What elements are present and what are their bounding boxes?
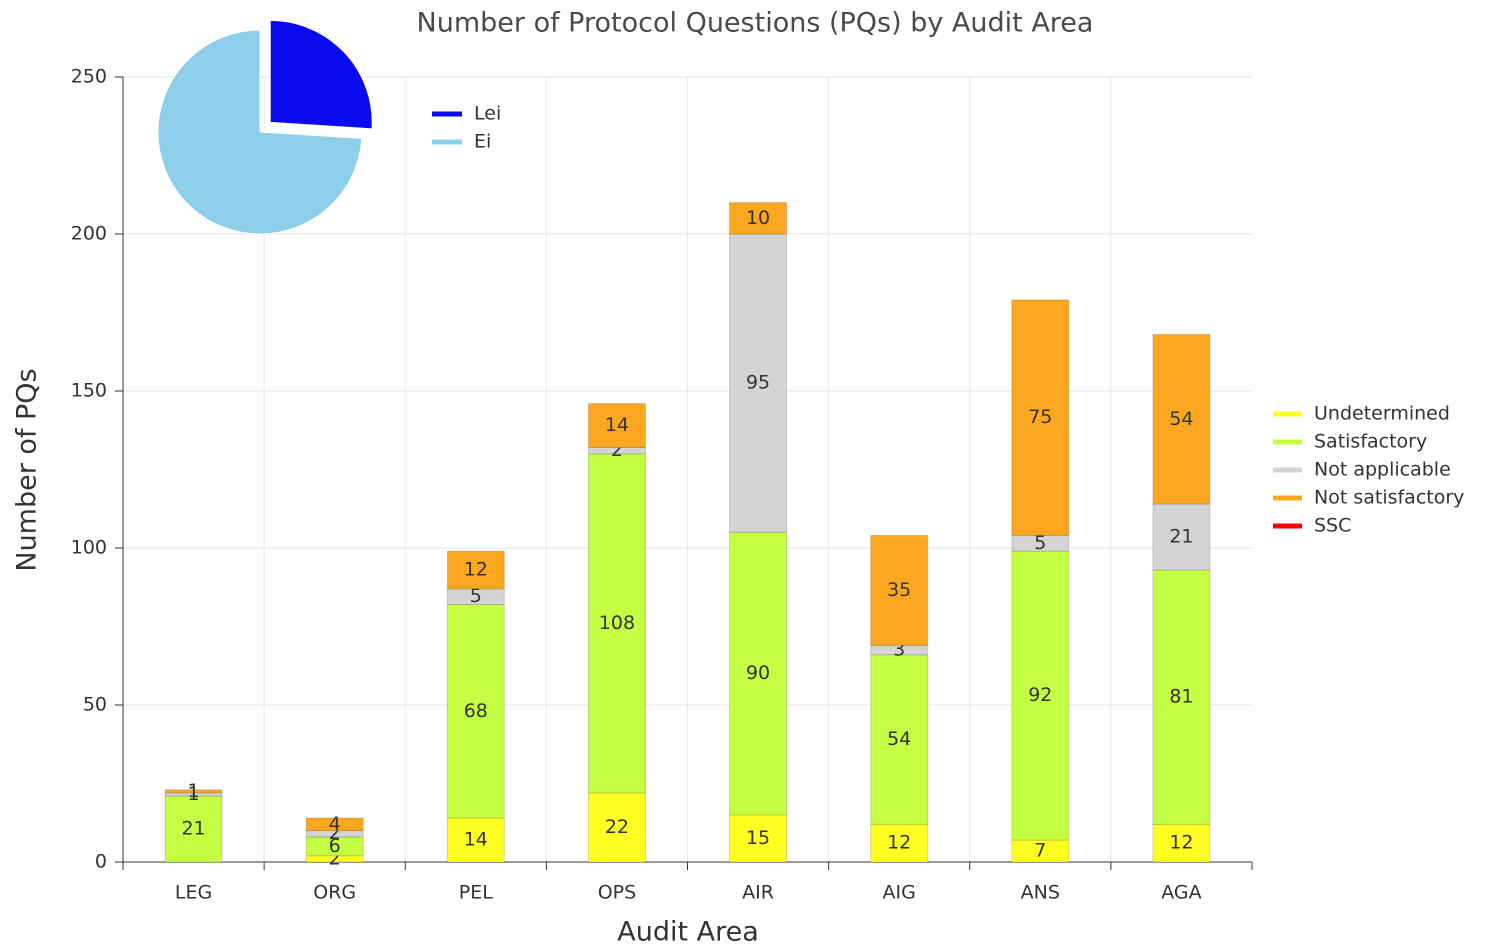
data-label: 10: [746, 207, 770, 229]
x-tick-label: AGA: [1161, 882, 1201, 904]
data-label: 35: [887, 579, 911, 601]
data-label: 108: [599, 612, 635, 634]
data-label: 22: [605, 816, 629, 838]
y-axis-label: Number of PQs: [12, 368, 43, 571]
legend-label: Satisfactory: [1314, 431, 1427, 453]
x-tick-label: ORG: [313, 882, 356, 904]
bar-segment: [1011, 550, 1070, 841]
y-tick-label: 250: [71, 66, 107, 88]
bar-segment: [729, 531, 788, 816]
pie-slice: [269, 19, 373, 130]
data-label: 54: [1169, 408, 1193, 430]
legend-label: Not applicable: [1314, 459, 1451, 481]
data-label: 12: [1169, 832, 1193, 854]
data-label: 12: [464, 558, 488, 580]
x-tick-label: AIR: [742, 882, 774, 904]
bar-segment: [164, 795, 223, 863]
data-label: 14: [605, 414, 629, 436]
x-tick-label: PEL: [459, 882, 493, 904]
data-label: 92: [1028, 684, 1052, 706]
y-tick-label: 0: [95, 851, 107, 873]
data-label: 95: [746, 372, 770, 394]
data-label: 21: [1169, 526, 1193, 548]
data-label: 7: [1034, 840, 1046, 862]
chart-title: Number of Protocol Questions (PQs) by Au…: [417, 8, 1094, 39]
pie-legend-label: Ei: [474, 131, 491, 153]
pie-legend-label: Lei: [474, 103, 501, 125]
bar-segment: [587, 453, 646, 794]
pie-slice: [157, 29, 363, 235]
data-label: 1: [188, 780, 200, 802]
data-label: 21: [181, 818, 205, 840]
bar-segment: [1152, 823, 1211, 863]
data-label: 12: [887, 832, 911, 854]
legend-label: SSC: [1314, 515, 1351, 537]
data-label: 4: [329, 813, 341, 835]
bar-segment: [446, 604, 505, 819]
y-tick-label: 150: [71, 380, 107, 402]
bar-segment: [164, 789, 223, 794]
data-label: 1: [188, 783, 200, 805]
bar-segment: [1152, 333, 1211, 505]
x-tick-label: OPS: [598, 882, 636, 904]
legend-label: Undetermined: [1314, 403, 1450, 425]
bar-segment: [446, 550, 505, 590]
bar-segment: [870, 654, 929, 825]
x-tick-label: AIG: [883, 882, 916, 904]
y-tick-label: 100: [71, 537, 107, 559]
data-label: 5: [1034, 532, 1046, 554]
data-label: 5: [470, 585, 482, 607]
bar-segment: [587, 403, 646, 449]
x-tick-label: LEG: [175, 882, 212, 904]
bar-segment: [729, 202, 788, 235]
x-axis-label: Audit Area: [617, 917, 759, 948]
data-label: 6: [329, 835, 341, 857]
bar-segment: [1152, 569, 1211, 825]
bar-segment: [1011, 299, 1070, 536]
bar-segment: [587, 792, 646, 863]
bar-segment: [305, 817, 364, 832]
data-label: 14: [464, 829, 488, 851]
bar-segment: [729, 814, 788, 863]
data-label: 75: [1028, 406, 1052, 428]
data-label: 54: [887, 728, 911, 750]
bar-segment: [729, 233, 788, 533]
y-tick-label: 200: [71, 223, 107, 245]
data-label: 81: [1169, 686, 1193, 708]
data-label: 90: [746, 662, 770, 684]
y-tick-label: 50: [83, 694, 107, 716]
legend-label: Not satisfactory: [1314, 487, 1464, 509]
data-label: 15: [746, 827, 770, 849]
bar-segment: [1152, 503, 1211, 571]
x-tick-label: ANS: [1021, 882, 1060, 904]
data-label: 68: [464, 700, 488, 722]
bar-segment: [870, 534, 929, 646]
